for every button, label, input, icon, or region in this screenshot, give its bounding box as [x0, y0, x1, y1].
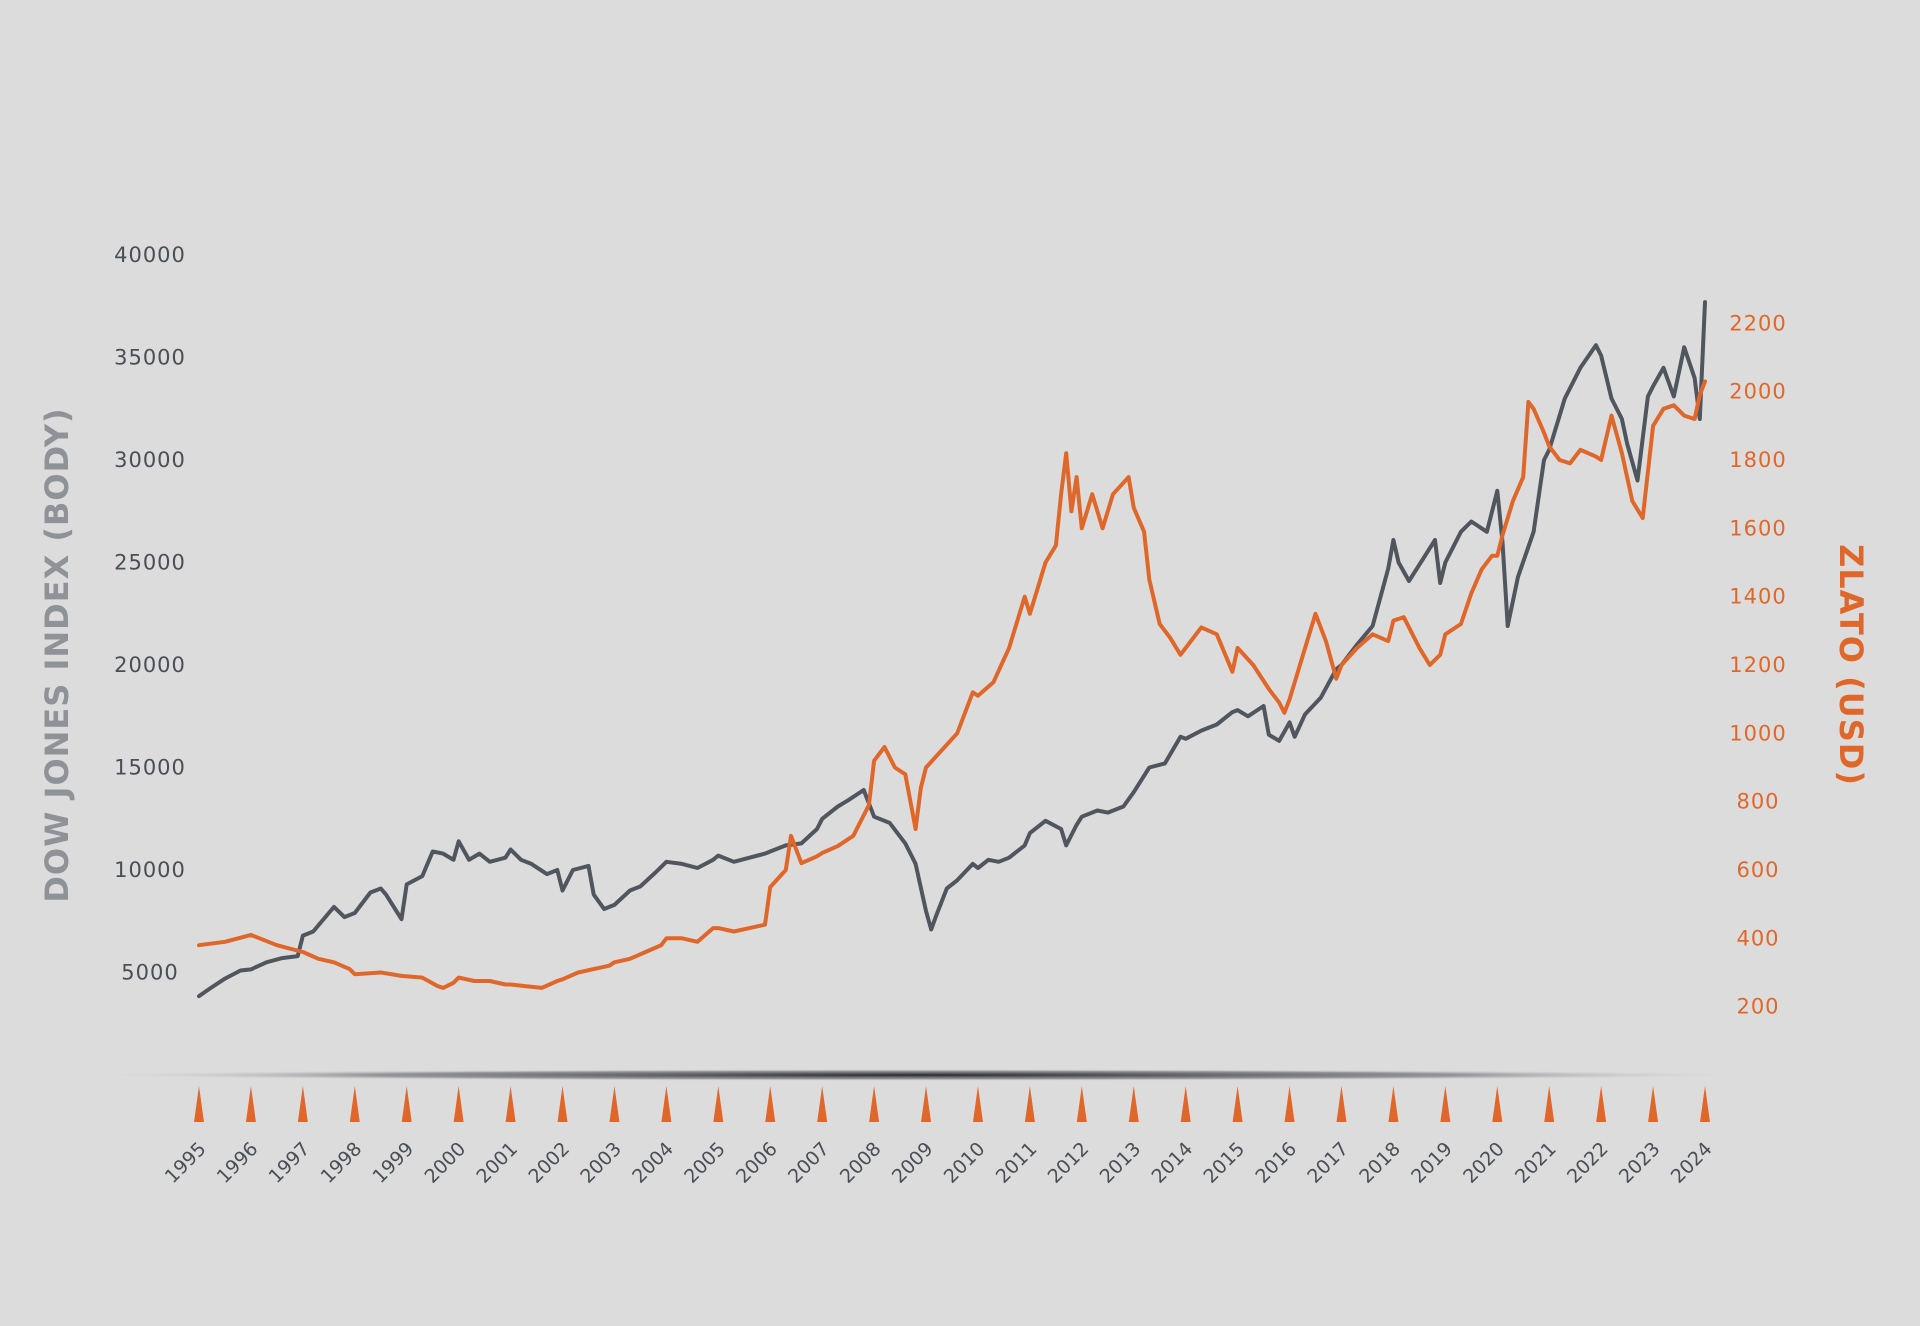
left-tick-label: 10000	[114, 858, 186, 882]
right-tick-label: 1800	[1729, 448, 1786, 472]
year-marker	[1440, 1086, 1451, 1122]
right-axis-ticks: 200 400 600 800 1000 1200 1400 1600 1800 2000 2200	[1729, 311, 1786, 1019]
year-marker	[1180, 1086, 1191, 1122]
year-marker	[713, 1086, 724, 1122]
year-marker	[349, 1086, 360, 1122]
right-tick-label: 1000	[1729, 721, 1786, 745]
left-tick-label: 20000	[114, 653, 186, 677]
left-tick-label: 30000	[114, 448, 186, 472]
right-tick-label: 2000	[1729, 380, 1786, 404]
right-tick-label: 1600	[1729, 516, 1786, 540]
year-marker	[194, 1086, 204, 1122]
year-marker	[297, 1086, 308, 1122]
year-marker	[1596, 1086, 1607, 1122]
left-tick-label: 40000	[114, 243, 186, 267]
year-marker	[1544, 1086, 1555, 1122]
x-axis-baseline	[78, 1069, 1758, 1081]
right-tick-label: 800	[1736, 790, 1779, 814]
year-marker	[1284, 1086, 1295, 1122]
left-tick-label: 25000	[114, 551, 186, 575]
year-markers	[194, 1086, 1710, 1122]
year-marker	[401, 1086, 412, 1122]
year-marker	[1232, 1086, 1243, 1122]
right-tick-label: 600	[1736, 858, 1779, 882]
year-marker	[921, 1086, 932, 1122]
year-marker	[609, 1086, 620, 1122]
right-tick-label: 200	[1736, 995, 1779, 1019]
year-marker	[869, 1086, 880, 1122]
year-marker	[1024, 1086, 1035, 1122]
year-marker	[1700, 1086, 1710, 1122]
right-tick-label: 1400	[1729, 585, 1786, 609]
year-marker	[1648, 1086, 1659, 1122]
year-marker	[765, 1086, 776, 1122]
right-tick-label: 2200	[1729, 311, 1786, 335]
series-lines	[197, 300, 1707, 999]
year-marker	[1076, 1086, 1087, 1122]
dow-jones-series-line	[197, 300, 1707, 999]
year-marker	[661, 1086, 672, 1122]
right-axis-title: ZLATO (USD)	[1832, 544, 1870, 786]
left-tick-label: 15000	[114, 756, 186, 780]
year-marker	[1336, 1086, 1347, 1122]
left-tick-label: 5000	[121, 961, 178, 985]
year-marker	[453, 1086, 464, 1122]
gold-series-line	[197, 379, 1707, 990]
year-marker	[972, 1086, 983, 1122]
year-marker	[817, 1086, 828, 1122]
year-marker	[1128, 1086, 1139, 1122]
left-tick-label: 35000	[114, 346, 186, 370]
year-marker	[557, 1086, 568, 1122]
year-marker	[245, 1086, 256, 1122]
left-axis-title: DOW JONES INDEX (BODY)	[38, 407, 76, 902]
right-tick-label: 400	[1736, 926, 1779, 950]
right-tick-label: 1200	[1729, 653, 1786, 677]
left-axis-ticks: 5000 10000 15000 20000 25000 30000 35000 40000	[114, 243, 186, 985]
year-marker	[1388, 1086, 1399, 1122]
year-marker	[1492, 1086, 1503, 1122]
year-marker	[505, 1086, 516, 1122]
